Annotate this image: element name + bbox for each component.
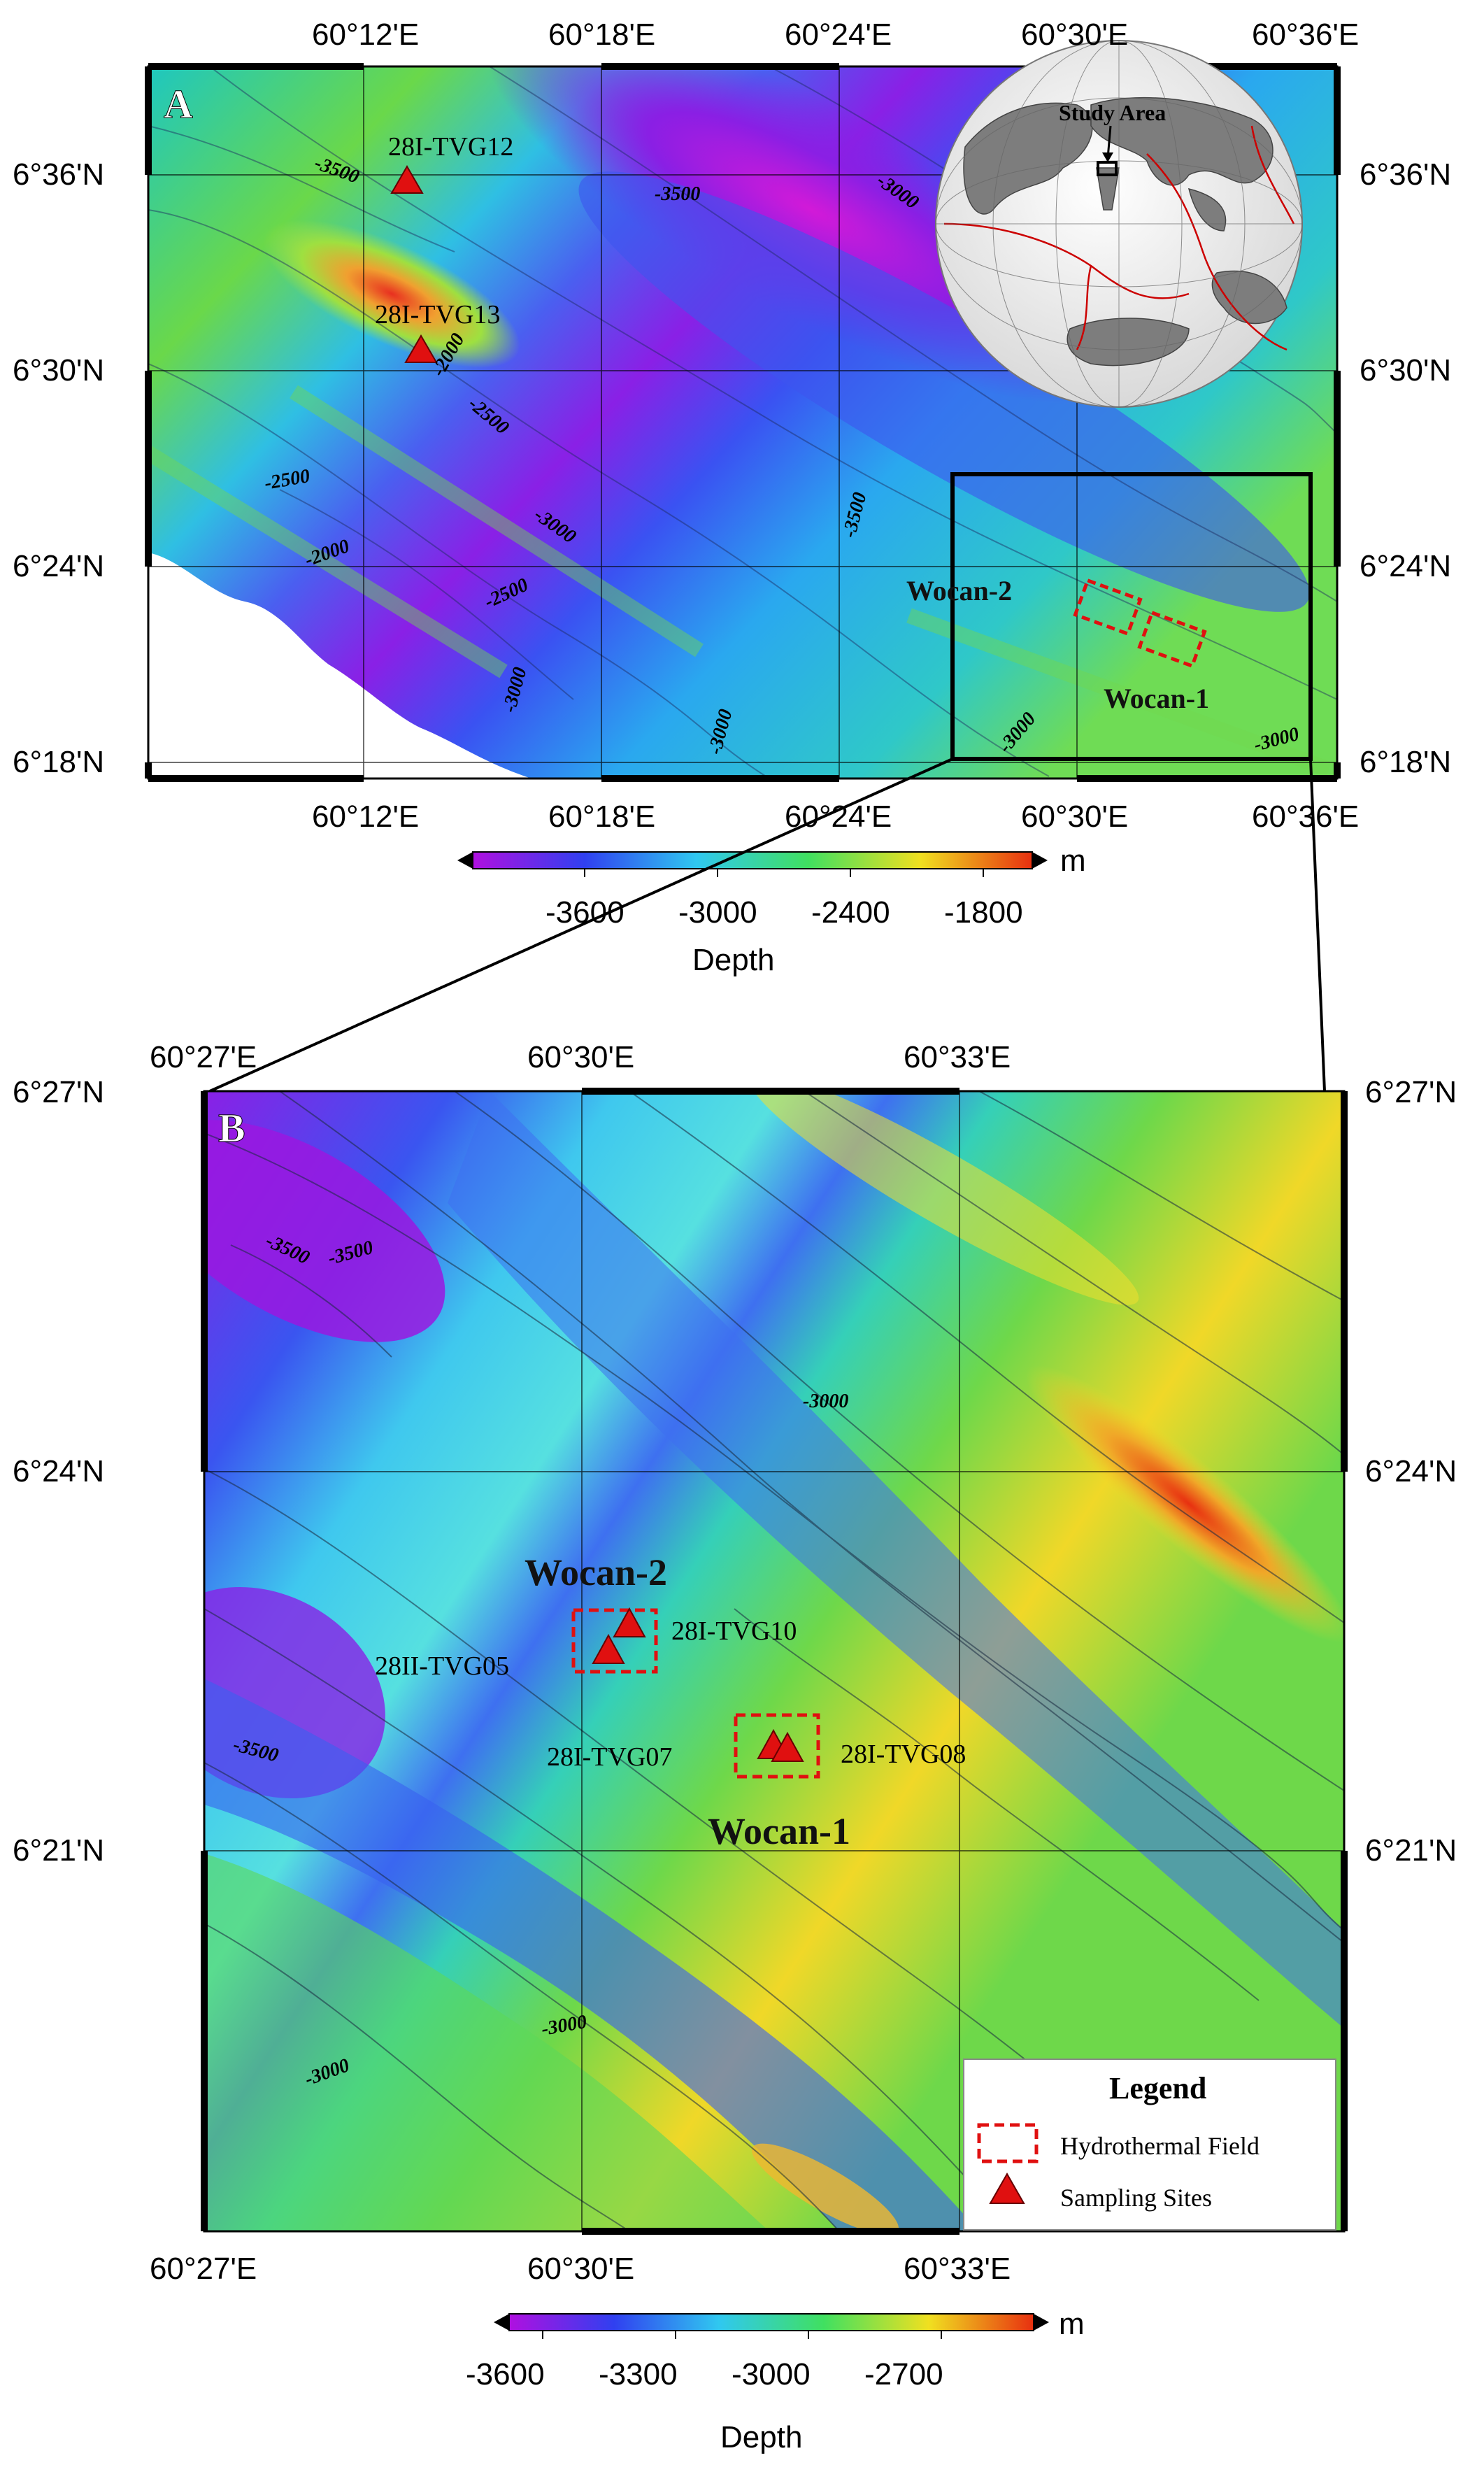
site-label-tvg12: 28I-TVG12 xyxy=(388,132,513,162)
panel-b-right-lat-2: 6°24'N xyxy=(1365,1454,1457,1488)
hydrothermal-field-wocan1 xyxy=(734,1713,820,1779)
colorbar-a-title: Depth xyxy=(692,943,775,977)
legend-title: Legend xyxy=(1109,2071,1206,2105)
panel-a-top-lon-4: 60°30'E xyxy=(1021,17,1129,52)
colorbar-b-unit: m xyxy=(1059,2307,1085,2341)
site-label-tvg10: 28I-TVG10 xyxy=(671,1616,797,1646)
legend-item-hydrothermal: Hydrothermal Field xyxy=(1060,2132,1260,2160)
panel-a-right-lat-3: 6°24'N xyxy=(1360,549,1452,583)
legend-site-swatch xyxy=(989,2172,1025,2204)
panel-a-top-lon-3: 60°24'E xyxy=(785,17,892,52)
panel-a-bot-lon-2: 60°18'E xyxy=(548,799,656,834)
colorbar-a-unit: m xyxy=(1060,844,1086,878)
zoom-extent-box xyxy=(950,472,1313,761)
panel-a-bot-lon-3: 60°24'E xyxy=(785,799,892,834)
panel-b-bot-lon-1: 60°27'E xyxy=(150,2252,257,2286)
panel-a-top-lon-5: 60°36'E xyxy=(1252,17,1360,52)
panel-b-top-lon-2: 60°30'E xyxy=(527,1040,635,1074)
panel-b-left-lat-2: 6°24'N xyxy=(13,1454,105,1488)
panel-a-bot-lon-1: 60°12'E xyxy=(312,799,420,834)
contour-label: -3500 xyxy=(655,183,700,205)
panel-a-left-lat-1: 6°36'N xyxy=(13,157,105,192)
site-label-tvg07: 28I-TVG07 xyxy=(547,1742,672,1772)
colorbar-a-tick-2: -3000 xyxy=(678,895,757,930)
panel-a-letter: A xyxy=(164,81,193,127)
panel-a-left-lat-2: 6°30'N xyxy=(13,353,105,388)
panel-b-left-lat-3: 6°21'N xyxy=(13,1833,105,1868)
colorbar-b-tick-2: -3300 xyxy=(599,2357,678,2391)
panel-b-map: B 28I-TVG10 28II-TVG05 28I-TVG07 28I-TVG… xyxy=(201,1088,1348,2235)
colorbar-a xyxy=(457,851,1048,877)
field-label-wocan1-b: Wocan-1 xyxy=(708,1810,850,1852)
site-label-tvg13: 28I-TVG13 xyxy=(375,300,500,329)
globe-inset: Study Area xyxy=(935,40,1303,408)
colorbar-a-tick-3: -2400 xyxy=(811,895,890,930)
colorbar-b-tick-1: -3600 xyxy=(466,2357,545,2391)
colorbar-b-tick-3: -3000 xyxy=(732,2357,811,2391)
contour-label: -3000 xyxy=(803,1391,848,1412)
panel-a-bot-lon-5: 60°36'E xyxy=(1252,799,1360,834)
site-label-tvg05: 28II-TVG05 xyxy=(375,1651,509,1681)
panel-a-left-lat-3: 6°24'N xyxy=(13,549,105,583)
field-label-wocan2-b: Wocan-2 xyxy=(525,1551,667,1593)
panel-b-letter: B xyxy=(218,1105,245,1151)
colorbar-a-tick-1: -3600 xyxy=(545,895,625,930)
study-area-label: Study Area xyxy=(1059,100,1166,125)
site-label-tvg08: 28I-TVG08 xyxy=(841,1740,966,1769)
panel-b-top-lon-1: 60°27'E xyxy=(150,1040,257,1074)
panel-a-right-lat-2: 6°30'N xyxy=(1360,353,1452,388)
hydrothermal-field-wocan2 xyxy=(571,1608,658,1674)
panel-b-right-lat-1: 6°27'N xyxy=(1365,1075,1457,1109)
field-label-wocan1: Wocan-1 xyxy=(1104,683,1209,714)
colorbar-b-title: Depth xyxy=(720,2420,803,2454)
panel-b-bot-lon-3: 60°33'E xyxy=(904,2252,1011,2286)
colorbar-b-tick-4: -2700 xyxy=(864,2357,943,2391)
panel-a-top-lon-2: 60°18'E xyxy=(548,17,656,52)
panel-a-right-lat-1: 6°36'N xyxy=(1360,157,1452,192)
panel-a-left-lat-4: 6°18'N xyxy=(13,745,105,779)
panel-b-top-lon-3: 60°33'E xyxy=(904,1040,1011,1074)
legend-item-sampling: Sampling Sites xyxy=(1060,2184,1212,2212)
colorbar-b xyxy=(494,2313,1049,2339)
panel-a-map: A 28I-TVG12 28I-TVG13 -3500 -3500 -3000 … xyxy=(145,40,1341,782)
legend-field-swatch xyxy=(977,2123,1039,2163)
panel-a-bot-lon-4: 60°30'E xyxy=(1021,799,1129,834)
panel-b-right-lat-3: 6°21'N xyxy=(1365,1833,1457,1868)
panel-b-left-lat-1: 6°27'N xyxy=(13,1075,105,1109)
legend: Legend Hydrothermal Field Sampling Sites xyxy=(963,2059,1336,2231)
panel-a-top-lon-1: 60°12'E xyxy=(312,17,420,52)
colorbar-a-tick-4: -1800 xyxy=(944,895,1023,930)
panel-b-bot-lon-2: 60°30'E xyxy=(527,2252,635,2286)
field-label-wocan2: Wocan-2 xyxy=(906,575,1012,606)
panel-a-right-lat-4: 6°18'N xyxy=(1360,745,1452,779)
